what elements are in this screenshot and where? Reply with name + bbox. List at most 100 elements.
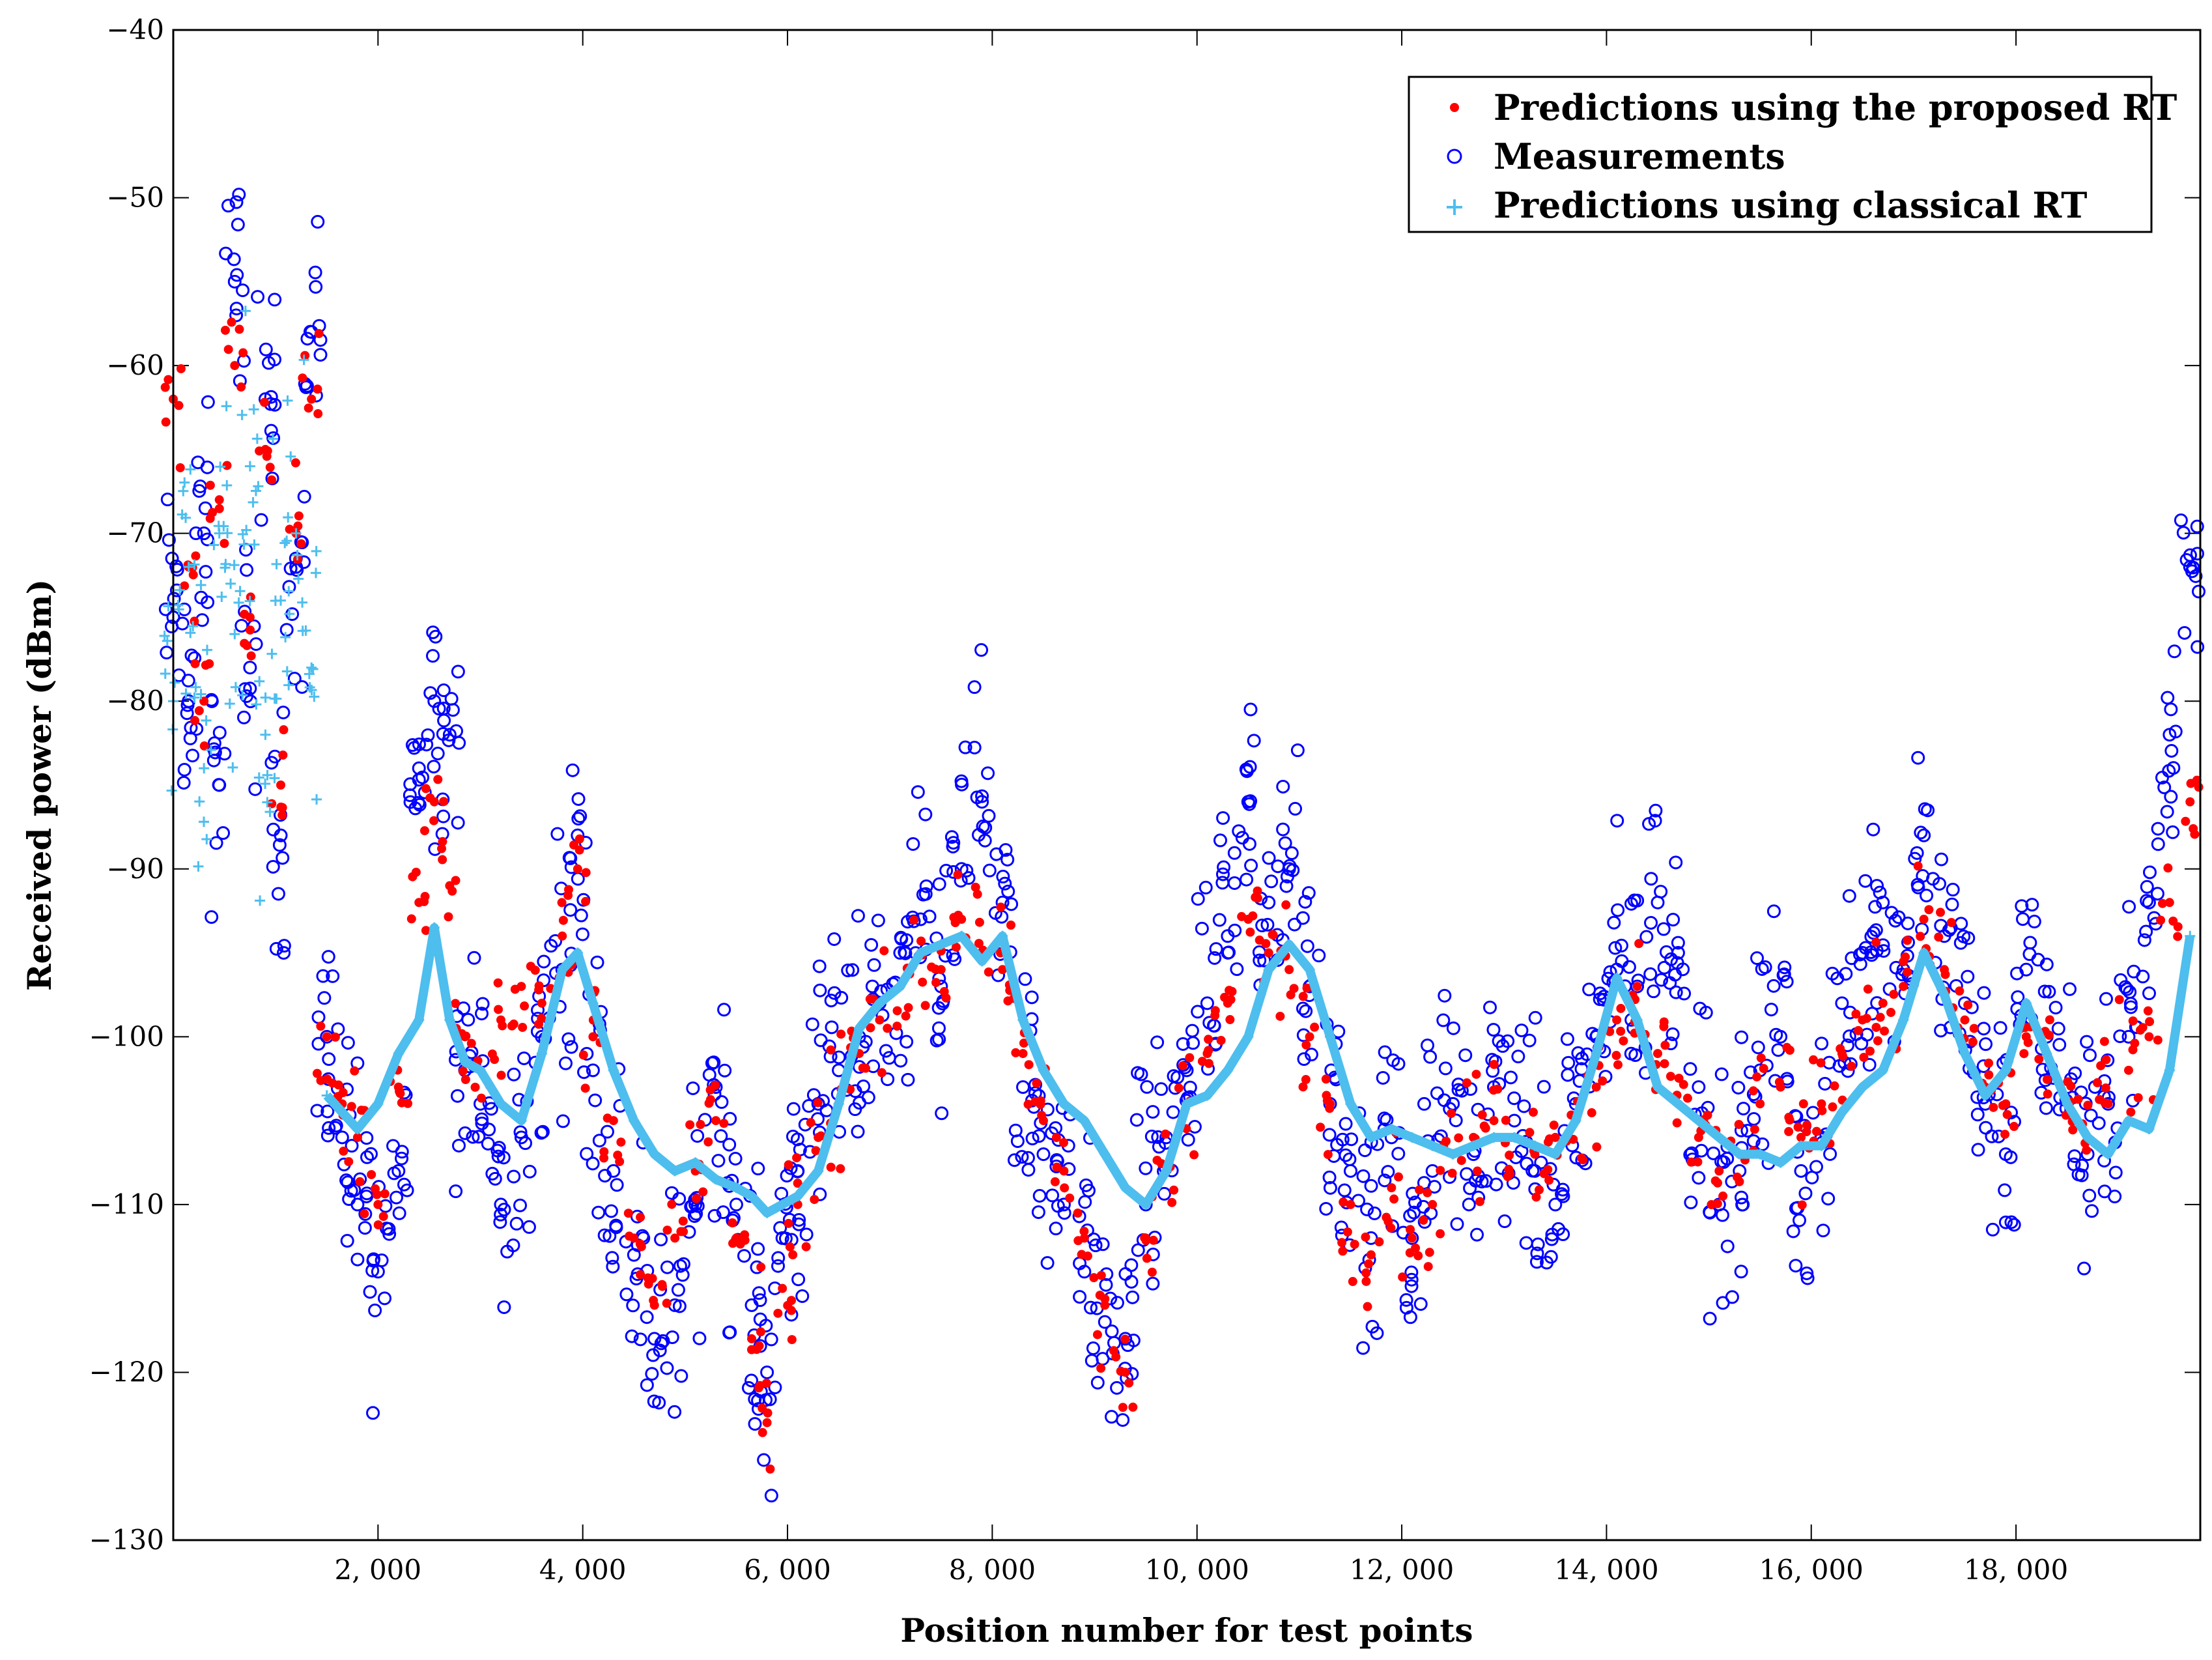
scatter-jitter — [1682, 1093, 1692, 1103]
scatter-jitter — [786, 1102, 801, 1116]
scatter-jitter — [900, 1035, 914, 1049]
scatter-jitter — [1051, 1133, 1061, 1143]
scatter-jitter — [2114, 973, 2128, 987]
scatter-jitter — [1185, 1053, 1195, 1063]
scatter-jitter — [2137, 933, 2151, 947]
scatter-jitter — [1714, 1067, 1729, 1081]
scatter-jitter — [1278, 836, 1292, 850]
scatter-jitter — [1406, 1225, 1415, 1235]
scatter-jitter — [1747, 1111, 1761, 1126]
scatter-jitter — [1968, 1037, 1978, 1047]
scatter-jitter — [208, 539, 220, 551]
scatter-jitter — [510, 984, 520, 994]
scatter-jitter — [892, 1006, 902, 1016]
scatter-jitter — [1304, 1048, 1318, 1062]
scatter-jitter — [1752, 1072, 1762, 1081]
scatter-jitter — [1836, 1044, 1845, 1053]
data-point-measurement — [1098, 1315, 1112, 1329]
scatter-jitter — [322, 1121, 336, 1135]
scatter-jitter — [900, 933, 914, 947]
scatter-jitter — [1001, 884, 1015, 898]
scatter-jitter — [283, 586, 294, 597]
scatter-jitter — [162, 635, 173, 646]
scatter-jitter — [1450, 1217, 1464, 1231]
data-point-proposed-rt — [322, 1032, 332, 1042]
scatter-jitter — [1456, 1156, 1466, 1166]
scatter-jitter — [1735, 1177, 1744, 1186]
scatter-jitter — [1677, 986, 1692, 1001]
scatter-jitter — [1920, 889, 1934, 903]
scatter-jitter — [581, 896, 591, 906]
scatter-jitter — [660, 1361, 674, 1375]
scatter-jitter — [714, 1129, 728, 1143]
scatter-jitter — [200, 532, 214, 547]
scatter-jitter — [279, 537, 291, 549]
scatter-jitter — [209, 836, 223, 850]
scatter-jitter — [268, 397, 282, 412]
scatter-jitter — [1798, 1186, 1813, 1201]
scatter-jitter — [558, 1056, 573, 1070]
y-tick-label: −80 — [106, 685, 164, 717]
scatter-jitter — [1018, 972, 1032, 986]
data-point-measurement — [647, 1332, 662, 1346]
scatter-jitter — [1828, 1102, 1837, 1112]
scatter-jitter — [657, 1280, 667, 1289]
scatter-jitter — [390, 1190, 404, 1205]
scatter-jitter — [1235, 831, 1249, 845]
scatter-jitter — [1718, 1191, 1728, 1201]
data-point-classical-rt — [475, 1065, 486, 1076]
scatter-jitter — [2120, 982, 2134, 996]
scatter-jitter — [1360, 1202, 1374, 1216]
data-point-classical-rt — [1141, 1199, 1152, 1210]
scatter-jitter — [653, 1343, 667, 1358]
scatter-jitter — [836, 1029, 846, 1039]
scatter-jitter — [179, 477, 190, 488]
scatter-jitter — [537, 1014, 546, 1023]
scatter-jitter — [571, 812, 586, 826]
scatter-jitter — [466, 1130, 480, 1144]
scatter-jitter — [783, 1300, 793, 1310]
scatter-jitter — [403, 1098, 413, 1108]
data-point-measurement — [227, 274, 242, 289]
scatter-jitter — [668, 1405, 682, 1419]
scatter-jitter — [901, 1072, 915, 1087]
data-point-classical-rt — [1918, 947, 1929, 958]
scatter-jitter — [1279, 879, 1294, 893]
scatter-jitter — [703, 1137, 713, 1147]
scatter-jitter — [395, 1145, 409, 1159]
scatter-jitter — [1901, 916, 1915, 930]
data-point-classical-rt — [2123, 1115, 2134, 1126]
scatter-jitter — [180, 698, 195, 712]
scatter-jitter — [290, 563, 304, 577]
scatter-jitter — [1963, 1000, 1973, 1010]
scatter-jitter — [255, 895, 266, 906]
scatter-jitter — [2181, 816, 2191, 826]
scatter-jitter — [811, 1146, 821, 1156]
scatter-jitter — [2049, 1001, 2063, 1015]
scatter-jitter — [916, 936, 926, 946]
scatter-jitter — [1751, 1040, 1765, 1055]
scatter-jitter — [2092, 1078, 2102, 1087]
scatter-jitter — [898, 946, 913, 960]
scatter-jitter — [433, 775, 443, 784]
scatter-jitter — [790, 1132, 804, 1147]
scatter-jitter — [2085, 1204, 2099, 1218]
scatter-jitter — [1316, 1123, 1326, 1132]
scatter-jitter — [871, 913, 885, 928]
scatter-jitter — [535, 1124, 550, 1139]
scatter-jitter — [1656, 922, 1671, 936]
scatter-jitter — [509, 1216, 524, 1231]
scatter-jitter — [1858, 874, 1873, 888]
scatter-jitter — [251, 699, 262, 710]
scatter-jitter — [2161, 691, 2175, 705]
scatter-jitter — [816, 1131, 826, 1141]
scatter-jitter — [911, 785, 925, 799]
scatter-jitter — [231, 218, 245, 232]
scatter-jitter — [1436, 1166, 1445, 1175]
scatter-jitter — [958, 740, 972, 754]
scatter-jitter — [1040, 1255, 1055, 1270]
scatter-jitter — [1643, 967, 1658, 981]
scatter-jitter — [1423, 1188, 1432, 1197]
scatter-jitter — [773, 1221, 787, 1235]
scatter-jitter — [1851, 1009, 1861, 1019]
